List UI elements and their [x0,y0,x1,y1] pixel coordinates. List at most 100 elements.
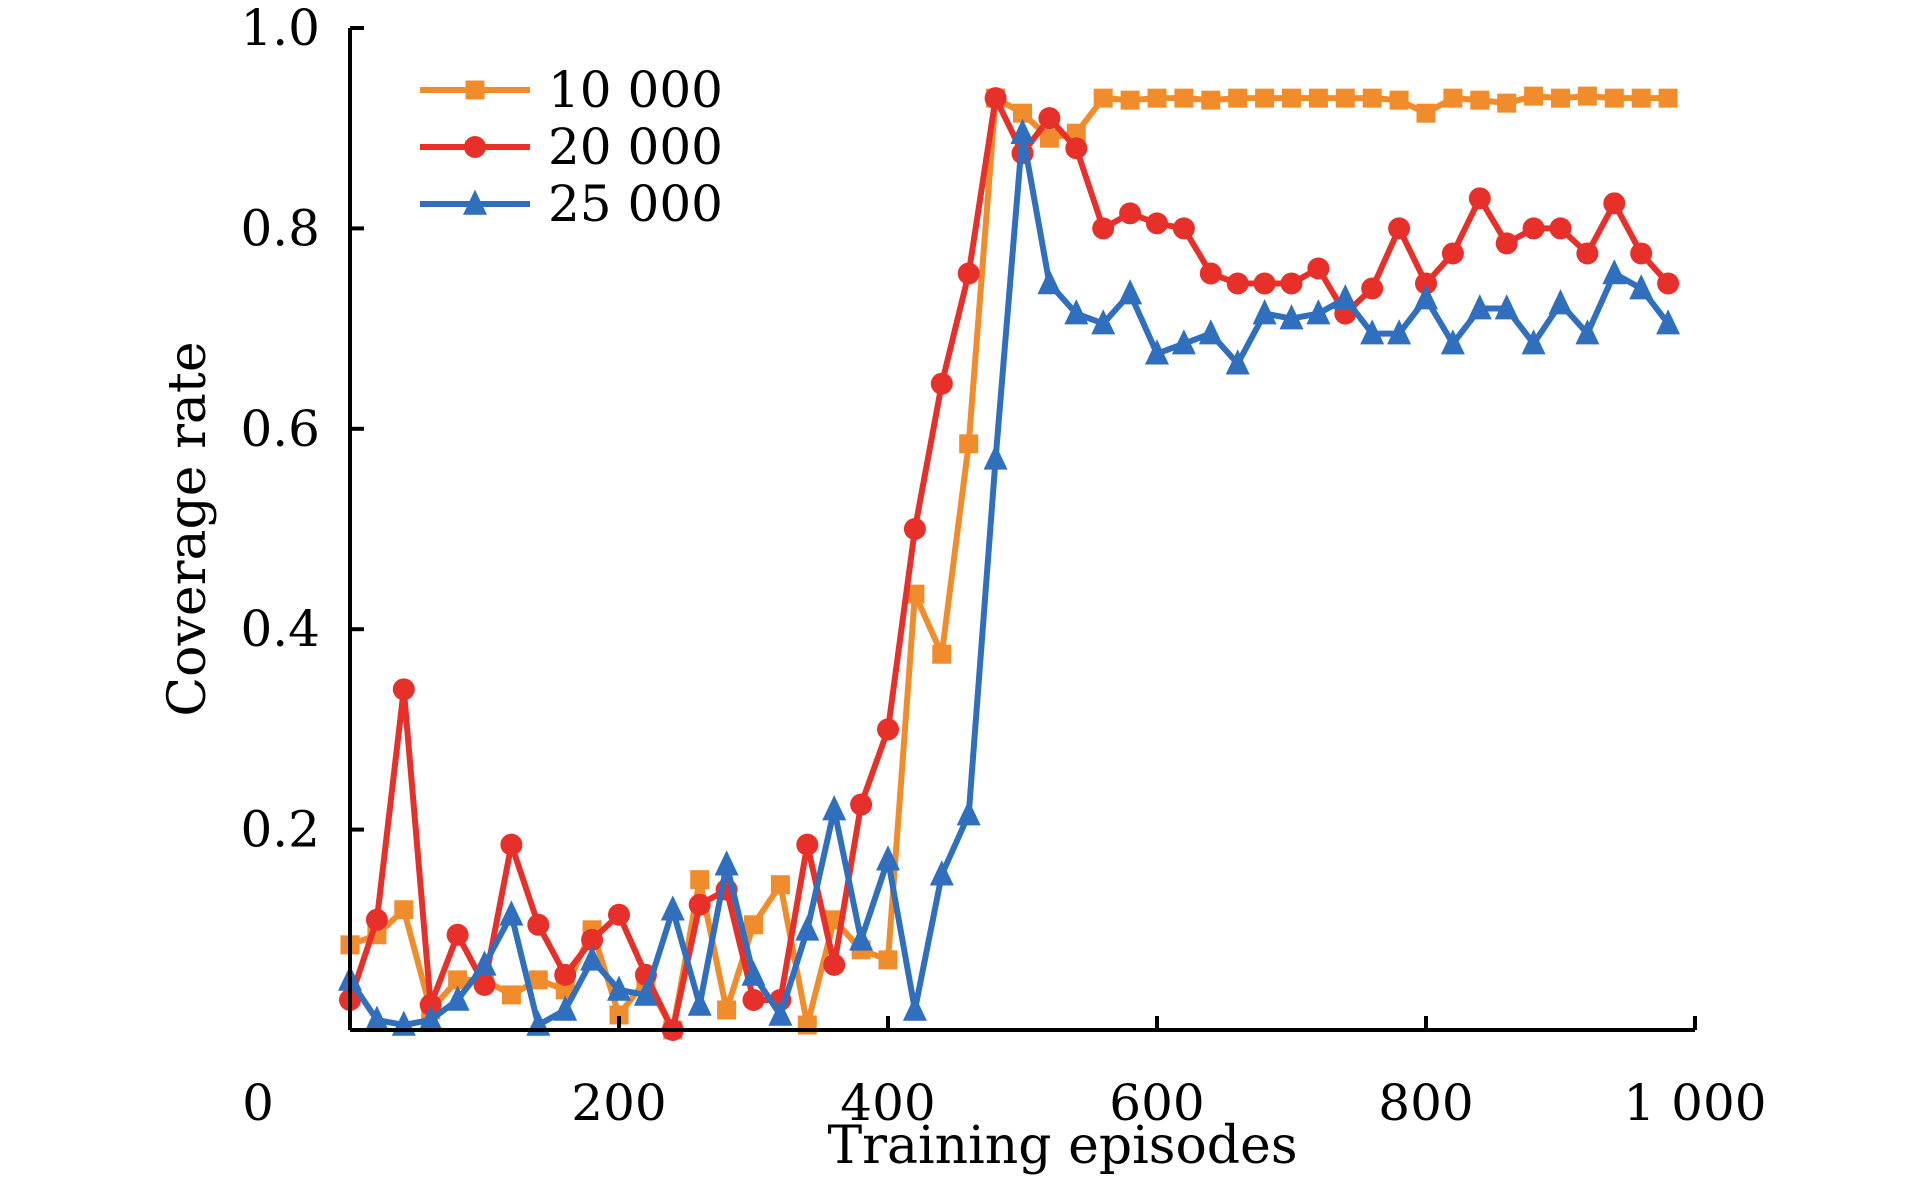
x-tick-label: 600 [1109,1074,1204,1132]
data-point [501,985,521,1005]
x-axis-title: Training episodes [827,1116,1297,1176]
data-point [445,985,470,1011]
data-point [1629,274,1654,300]
y-axis-title: Coverage rate [158,341,218,716]
data-point [1602,259,1627,285]
data-point [878,950,898,970]
data-point [554,963,577,986]
data-point [1174,88,1194,108]
y-tick-label: 0.4 [240,600,320,658]
data-point [1037,269,1062,295]
x-tick-label: 200 [571,1074,666,1132]
data-point [1658,88,1678,108]
data-point [1092,217,1115,240]
data-point [1576,242,1599,265]
data-point [1470,90,1490,110]
data-point [1497,93,1517,113]
legend-label: 20 000 [548,118,723,176]
data-point [364,1005,389,1031]
data-point [823,953,846,976]
series-square [340,86,1678,1040]
data-point [419,993,442,1016]
data-point [446,923,469,946]
data-point [1657,272,1680,295]
data-point [1064,299,1089,325]
data-point [1414,284,1438,310]
data-point [1575,319,1600,345]
data-point [394,900,414,920]
data-point [473,973,496,996]
data-point [1441,242,1464,265]
data-point [849,925,874,951]
data-point [959,434,979,454]
data-point [932,644,952,664]
data-point [1065,137,1088,160]
data-point [1656,309,1681,335]
data-point [553,995,578,1021]
data-point [905,584,925,604]
data-point [1440,329,1465,355]
legend-marker [465,80,485,100]
data-point [930,372,953,395]
data-point [1307,257,1330,280]
legend-marker [463,189,487,215]
data-point [365,908,388,931]
data-point [1521,329,1546,355]
data-point [1577,86,1597,106]
legend-entry: 20 000 [420,118,723,176]
data-point [499,900,524,926]
data-point [741,960,766,986]
data-point [1013,103,1032,123]
data-point [903,518,926,540]
data-point [607,975,631,1001]
data-point [984,87,1007,110]
data-point [1467,294,1492,320]
data-point [1361,277,1384,300]
data-point [1495,232,1518,255]
data-point [1524,86,1544,106]
legend-entry: 10 000 [420,61,723,119]
data-point [1120,90,1140,110]
data-point [1201,90,1221,110]
y-tick-label: 1.0 [240,0,320,57]
legend-label: 10 000 [548,61,723,119]
data-point [1228,88,1248,108]
data-point [448,970,468,990]
data-point [633,980,658,1006]
x-tick-label: 1 000 [1623,1074,1766,1132]
data-point [527,913,550,936]
data-point [690,870,710,890]
data-point [770,875,790,895]
data-point [1252,299,1277,325]
data-point [795,915,820,941]
data-point [1388,217,1411,240]
x-tick-label: 0 [242,1074,274,1132]
data-point [1039,128,1059,148]
data-point [1415,272,1437,295]
data-point [1010,118,1035,145]
data-point [1362,88,1382,108]
data-point [418,1005,443,1031]
data-point [580,945,605,971]
data-point [1631,88,1651,108]
data-point [1604,88,1624,108]
data-point [768,1000,793,1026]
series-circle [339,87,1680,1041]
data-point [1226,272,1249,295]
data-point [1494,294,1519,320]
data-point [1335,88,1355,108]
data-point [850,793,873,816]
data-point [1225,349,1250,375]
data-point [500,833,523,856]
data-point [1549,217,1572,240]
data-point [581,928,604,951]
data-point [688,893,711,916]
data-point [1146,212,1168,235]
data-point [822,795,847,821]
data-point [687,990,712,1016]
data-point [1119,202,1142,225]
data-point [1416,103,1436,123]
x-tick-label: 400 [840,1074,935,1132]
